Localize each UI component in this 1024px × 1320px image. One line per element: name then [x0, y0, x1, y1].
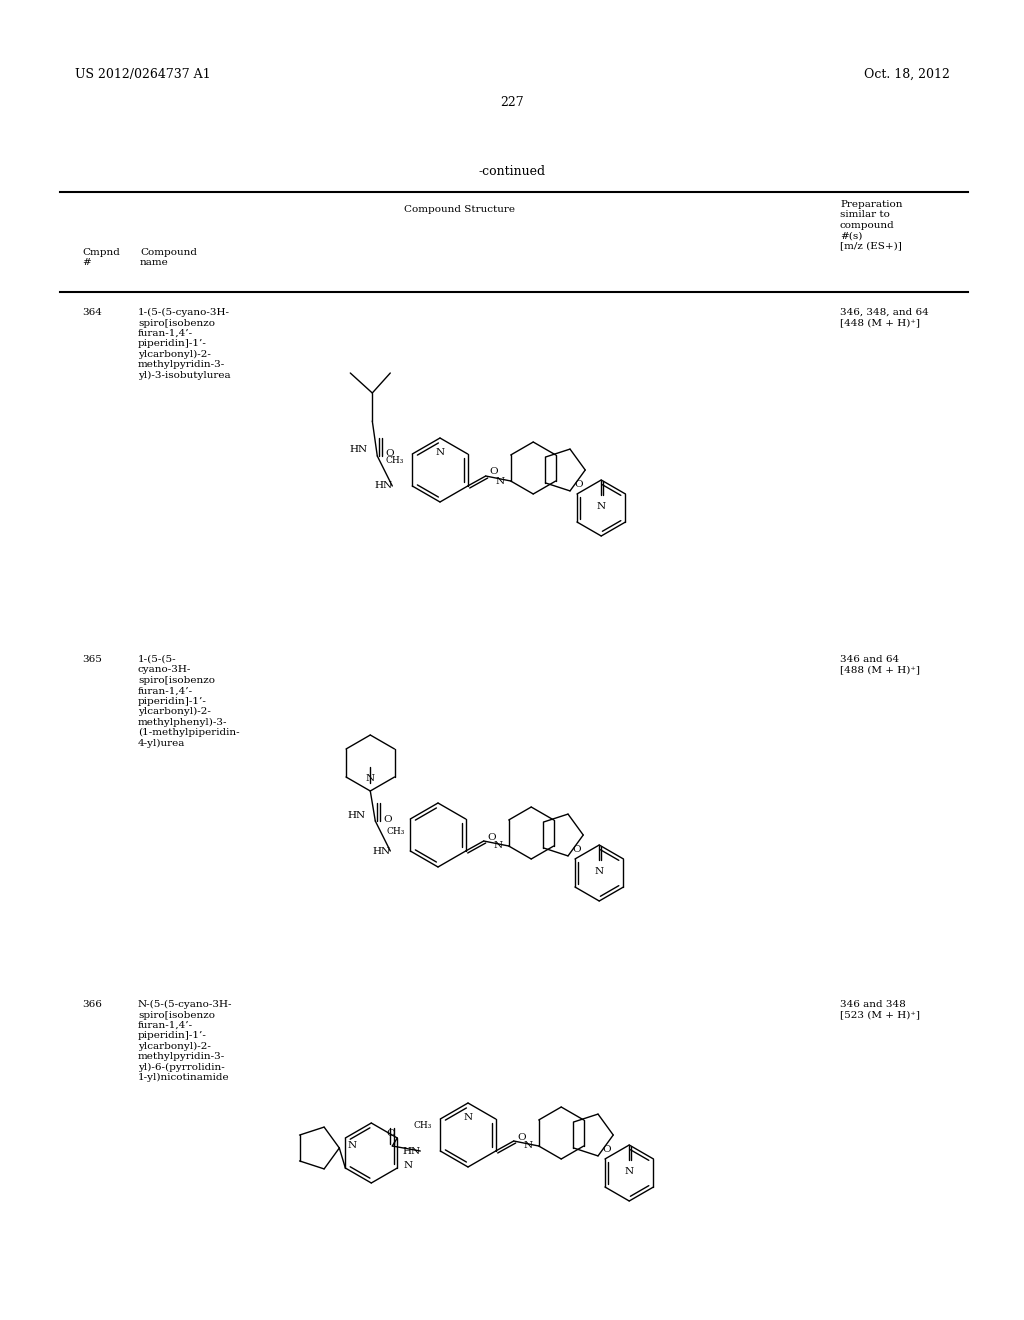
Text: 366: 366 — [82, 1001, 101, 1008]
Text: HN: HN — [349, 446, 368, 454]
Text: 1-(5-(5-cyano-3H-
spiro[isobenzo
furan-1,4’-
piperidin]-1’-
ylcarbonyl)-2-
methy: 1-(5-(5-cyano-3H- spiro[isobenzo furan-1… — [138, 308, 230, 380]
Text: O: O — [487, 833, 497, 842]
Text: O: O — [518, 1133, 526, 1142]
Text: 364: 364 — [82, 308, 101, 317]
Text: Oct. 18, 2012: Oct. 18, 2012 — [864, 69, 950, 81]
Text: HN: HN — [402, 1147, 420, 1155]
Text: -continued: -continued — [478, 165, 546, 178]
Text: O: O — [383, 814, 392, 824]
Text: CH₃: CH₃ — [386, 455, 404, 465]
Text: HN: HN — [372, 846, 390, 855]
Text: US 2012/0264737 A1: US 2012/0264737 A1 — [75, 69, 211, 81]
Text: Compound Structure: Compound Structure — [404, 205, 515, 214]
Text: 346 and 348
[523 (M + H)⁺]: 346 and 348 [523 (M + H)⁺] — [840, 1001, 920, 1019]
Text: N: N — [464, 1113, 472, 1122]
Text: HN: HN — [347, 810, 366, 820]
Text: N: N — [403, 1162, 413, 1171]
Text: N: N — [494, 842, 503, 850]
Text: CH₃: CH₃ — [387, 828, 406, 836]
Text: N: N — [435, 447, 444, 457]
Text: O: O — [574, 480, 583, 490]
Text: Preparation
similar to
compound
#(s)
[m/z (ES+)]: Preparation similar to compound #(s) [m/… — [840, 201, 902, 251]
Text: O: O — [385, 450, 394, 458]
Text: N: N — [347, 1142, 356, 1151]
Text: 1-(5-(5-
cyano-3H-
spiro[isobenzo
furan-1,4’-
piperidin]-1’-
ylcarbonyl)-2-
meth: 1-(5-(5- cyano-3H- spiro[isobenzo furan-… — [138, 655, 240, 748]
Text: N: N — [595, 867, 604, 876]
Text: O: O — [572, 845, 581, 854]
Text: N: N — [496, 477, 505, 486]
Text: Cmpnd
#: Cmpnd # — [82, 248, 120, 268]
Text: 227: 227 — [500, 96, 524, 110]
Text: Compound
name: Compound name — [140, 248, 197, 268]
Text: HN: HN — [374, 482, 392, 491]
Text: N: N — [625, 1167, 634, 1176]
Text: N-(5-(5-cyano-3H-
spiro[isobenzo
furan-1,4’-
piperidin]-1’-
ylcarbonyl)-2-
methy: N-(5-(5-cyano-3H- spiro[isobenzo furan-1… — [138, 1001, 232, 1082]
Text: O: O — [602, 1146, 610, 1155]
Text: 365: 365 — [82, 655, 101, 664]
Text: N: N — [523, 1142, 532, 1151]
Text: O: O — [386, 1130, 394, 1138]
Text: 346 and 64
[488 (M + H)⁺]: 346 and 64 [488 (M + H)⁺] — [840, 655, 920, 675]
Text: O: O — [489, 467, 499, 477]
Text: CH₃: CH₃ — [414, 1121, 432, 1130]
Text: N: N — [597, 502, 606, 511]
Text: N: N — [366, 774, 375, 783]
Text: 346, 348, and 64
[448 (M + H)⁺]: 346, 348, and 64 [448 (M + H)⁺] — [840, 308, 929, 327]
